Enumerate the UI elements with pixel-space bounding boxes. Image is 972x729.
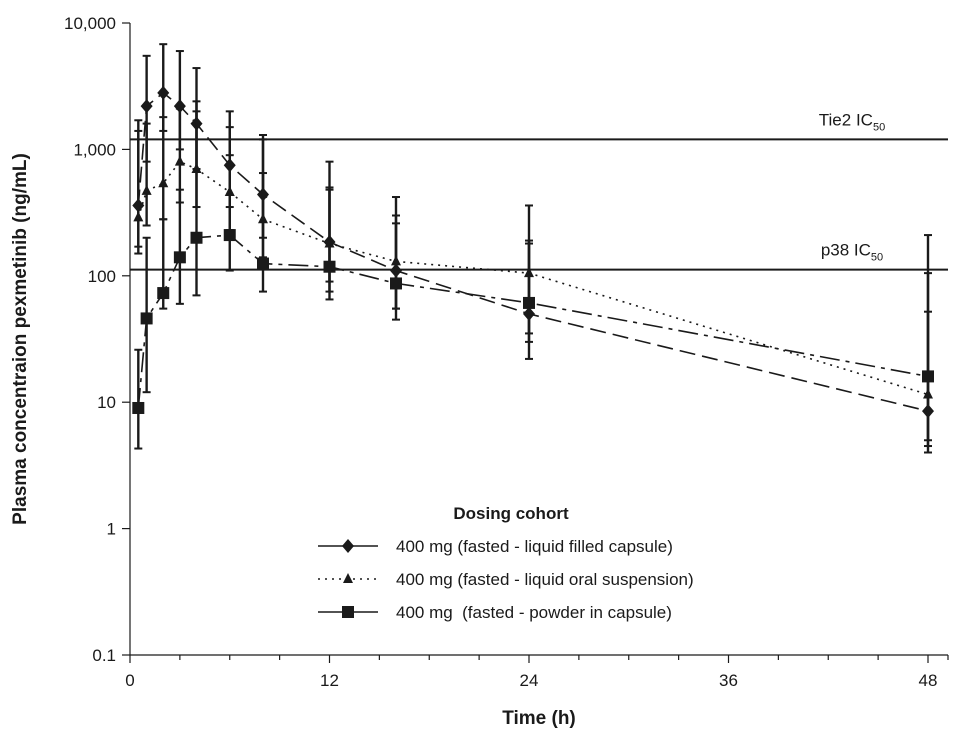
legend-title: Dosing cohort [453,504,569,523]
legend-entry: 400 mg (fasted - liquid oral suspension) [318,570,694,589]
y-tick-label: 1 [107,520,116,539]
data-point [140,312,153,325]
y-tick-label: 1,000 [73,140,116,159]
legend-swatch-marker [342,539,354,553]
y-tick-label: 0.1 [92,646,116,665]
x-tick-label: 24 [520,671,539,690]
data-point [132,401,145,414]
legend: Dosing cohort 400 mg (fasted - liquid fi… [318,504,694,622]
data-point [323,260,336,273]
data-point [141,184,152,195]
data-point [922,370,934,383]
y-tick-label: 10 [97,393,116,412]
data-point [174,155,185,166]
legend-swatch-marker [343,573,353,583]
x-tick-label: 0 [125,671,134,690]
data-point [158,177,169,188]
y-tick-label: 10,000 [64,14,116,33]
series [132,43,934,454]
x-tick-label: 12 [320,671,339,690]
legend-label: 400 mg (fasted - liquid filled capsule) [396,537,673,556]
series-line [137,234,929,409]
data-point [190,231,203,244]
data-point [257,257,269,270]
ticks: 0.1 1 10 100 1,000 10,000 0 12 24 36 48 [64,14,949,690]
data-point [223,229,236,242]
ref-line-label-1: p38 IC50 [821,241,883,264]
legend-entry: 400 mg (fasted - powder in capsule) [318,603,672,622]
ref-line-label-0: Tie2 IC50 [819,110,885,133]
series-triangle [133,107,933,442]
reference-lines: Tie2 IC50 p38 IC50 [130,110,948,271]
legend-label: 400 mg (fasted - liquid oral suspension) [396,570,694,589]
x-tick-label: 36 [719,671,738,690]
data-point [173,251,186,264]
data-point [157,85,170,100]
labels: Time (h) Plasma concentraion pexmetinib … [10,153,576,729]
data-point [133,211,144,222]
data-point [140,99,153,114]
axes [129,23,948,656]
data-point [523,296,535,309]
x-tick-label: 48 [919,671,938,690]
data-point [157,287,170,300]
series-line [137,91,929,412]
series-square [132,100,934,450]
data-point [390,277,402,290]
series-diamond [132,43,934,454]
legend-label: 400 mg (fasted - powder in capsule) [396,603,672,622]
legend-swatch-marker [342,606,354,618]
legend-entry: 400 mg (fasted - liquid filled capsule) [318,537,673,556]
series-line [137,160,929,396]
y-axis-title: Plasma concentraion pexmetinib (ng/mL) [10,153,31,525]
y-tick-label: 100 [88,267,116,286]
x-axis-title: Time (h) [502,708,576,729]
